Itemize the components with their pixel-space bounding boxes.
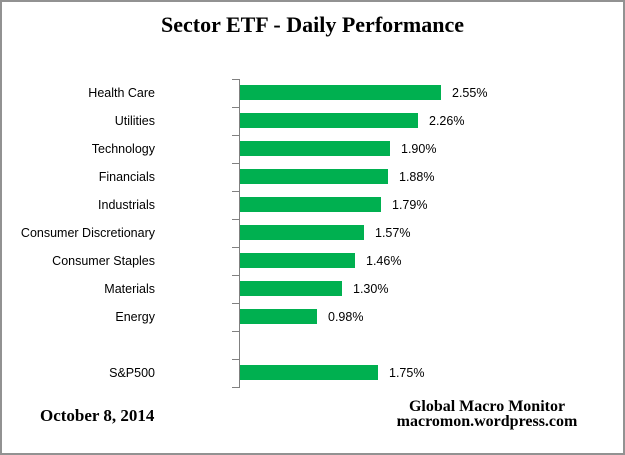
- bar: [240, 309, 317, 324]
- value-label: 1.79%: [392, 198, 428, 212]
- value-label: 1.75%: [389, 366, 425, 380]
- bar: [240, 253, 355, 268]
- bar: [240, 169, 388, 184]
- axis-tick: [232, 163, 239, 164]
- category-label: Technology: [91, 142, 155, 156]
- category-label: Utilities: [114, 114, 155, 128]
- axis-tick: [232, 219, 239, 220]
- axis-tick: [232, 191, 239, 192]
- value-label: 1.88%: [399, 170, 435, 184]
- axis-tick: [232, 359, 239, 360]
- footer-source-line1: Global Macro Monitor: [408, 398, 566, 415]
- value-label: 1.30%: [353, 282, 389, 296]
- footer-source: Global Macro Monitor macromon.wordpress.…: [377, 398, 597, 430]
- value-label: 2.55%: [452, 86, 488, 100]
- value-label: 1.57%: [375, 226, 411, 240]
- axis-tick: [232, 107, 239, 108]
- axis-tick: [232, 135, 239, 136]
- axis-tick: [232, 247, 239, 248]
- category-label: Health Care: [88, 86, 155, 100]
- value-label: 0.98%: [328, 310, 364, 324]
- category-label: Financials: [98, 170, 155, 184]
- value-label: 2.26%: [429, 114, 465, 128]
- bar: [240, 197, 381, 212]
- category-label: Energy: [115, 310, 155, 324]
- y-axis-line: [239, 79, 240, 388]
- bar: [240, 113, 418, 128]
- bar: [240, 281, 342, 296]
- value-label: 1.46%: [366, 254, 402, 268]
- bar: [240, 225, 364, 240]
- axis-tick: [232, 331, 239, 332]
- value-label: 1.90%: [401, 142, 437, 156]
- footer-date: October 8, 2014: [40, 406, 155, 425]
- category-label: S&P500: [109, 366, 155, 380]
- category-label: Consumer Discretionary: [20, 226, 155, 240]
- category-label: Consumer Staples: [52, 254, 155, 268]
- category-label: Materials: [104, 282, 155, 296]
- axis-tick: [232, 387, 239, 388]
- category-label: Industrials: [98, 198, 155, 212]
- axis-tick: [232, 275, 239, 276]
- bar: [240, 85, 441, 100]
- bar: [240, 365, 378, 380]
- footer-source-line2: macromon.wordpress.com: [396, 413, 578, 430]
- axis-tick: [232, 303, 239, 304]
- bar: [240, 141, 390, 156]
- axis-tick: [232, 79, 239, 80]
- chart-title: Sector ETF - Daily Performance: [160, 12, 464, 37]
